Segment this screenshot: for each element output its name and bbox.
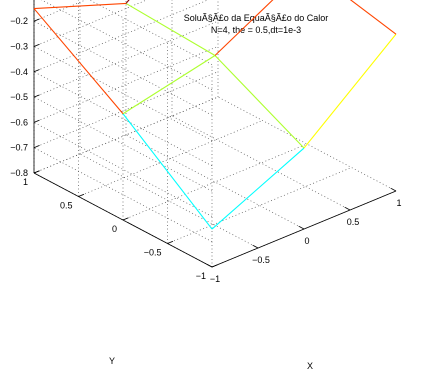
axes (33, 0, 397, 268)
y-tick-mark (167, 240, 174, 244)
z-tick-mark (33, 69, 40, 73)
mesh-edge (125, 0, 130, 4)
x-tick-label: 0 (304, 236, 309, 246)
x-tick-mark (206, 263, 213, 268)
y-tick-label: 0 (112, 224, 117, 234)
x-tick-label: 0.5 (347, 217, 360, 227)
z-tick-mark (33, 170, 40, 174)
chart-title: SoluÃ§Ã£o da EquaÃ§Ã£o do Calor (184, 13, 329, 23)
y-tick-mark (211, 264, 218, 268)
x-tick-label: 1 (396, 198, 401, 208)
z-tick-label: −0.6 (10, 117, 28, 127)
y-tick-label: −1 (196, 271, 206, 281)
z-tick-label: −0.3 (10, 42, 28, 52)
z-tick-mark (33, 18, 40, 22)
z-tick-mark (33, 43, 40, 47)
z-tick-label: −0.1 (10, 0, 28, 1)
y-tick-label: 0.5 (60, 201, 73, 211)
y-tick-mark (78, 193, 85, 197)
mesh-edge (122, 55, 216, 115)
x-tick-mark (390, 187, 397, 192)
mesh-edge (214, 55, 305, 149)
mesh-edge (211, 147, 305, 230)
z-tick-label: −0.7 (10, 143, 28, 153)
mesh-edge (33, 8, 124, 115)
mesh-edge (125, 2, 216, 56)
x-tick-label: −1 (210, 274, 220, 284)
y-tick-label: −0.5 (144, 248, 162, 258)
mesh-surface (33, 0, 397, 230)
y-tick-label: 1 (23, 177, 28, 187)
z-tick-mark (33, 94, 40, 98)
x-tick-label: −0.5 (252, 255, 270, 265)
z-tick-mark (33, 119, 40, 123)
x-tick-mark (344, 206, 351, 211)
mesh-edge (214, 0, 274, 56)
z-tick-label: −0.8 (10, 168, 28, 178)
mesh-edge (33, 2, 127, 10)
chart-subtitle: N=4, the = 0.5,dt=1e-3 (211, 25, 301, 35)
mesh-edge (349, 0, 397, 35)
grid-line (167, 167, 352, 244)
x-tick-mark (298, 225, 305, 230)
tick-labels: −1−0.500.51−1−0.500.510−0.1−0.2−0.3−0.4−… (10, 0, 401, 284)
grid-line (122, 143, 308, 221)
x-axis-label: X (307, 361, 313, 371)
grid-line (171, 115, 351, 211)
grid-line (125, 134, 305, 230)
z-tick-mark (33, 145, 40, 149)
y-axis-label: Y (109, 356, 115, 366)
x-tick-mark (252, 244, 259, 249)
z-tick-label: −0.5 (10, 92, 28, 102)
y-tick-mark (122, 217, 129, 221)
z-tick-label: −0.4 (10, 67, 28, 77)
z-tick-label: −0.2 (10, 16, 28, 26)
mesh-edge (303, 33, 397, 149)
mesh-edge (122, 113, 213, 230)
